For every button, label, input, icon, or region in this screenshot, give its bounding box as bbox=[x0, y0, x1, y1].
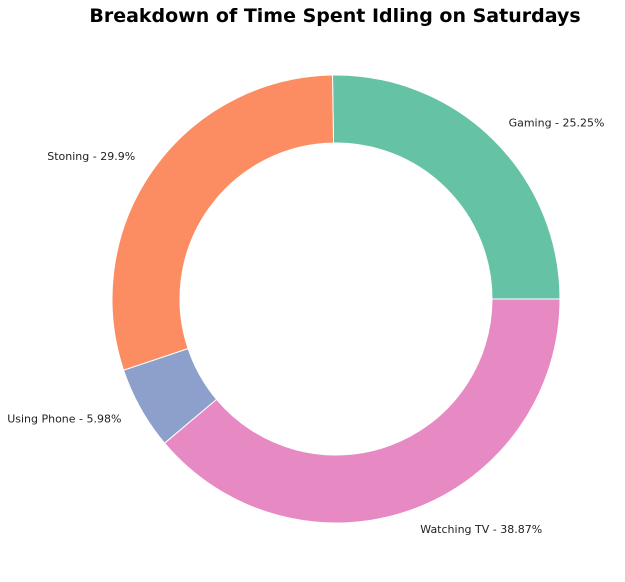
slice-label-using-phone: Using Phone - 5.98% bbox=[7, 412, 121, 425]
chart-title: Breakdown of Time Spent Idling on Saturd… bbox=[89, 5, 580, 27]
slice-label-stoning: Stoning - 29.9% bbox=[47, 150, 135, 163]
slice-watching-tv bbox=[163, 298, 561, 524]
slice-label-gaming: Gaming - 25.25% bbox=[509, 117, 605, 130]
slice-label-watching-tv: Watching TV - 38.87% bbox=[420, 523, 542, 536]
donut-slices bbox=[111, 74, 561, 524]
slice-stoning bbox=[111, 74, 335, 371]
slice-labels: Gaming - 25.25% Stoning - 29.9% Using Phon… bbox=[7, 117, 604, 536]
slice-gaming bbox=[331, 74, 561, 300]
